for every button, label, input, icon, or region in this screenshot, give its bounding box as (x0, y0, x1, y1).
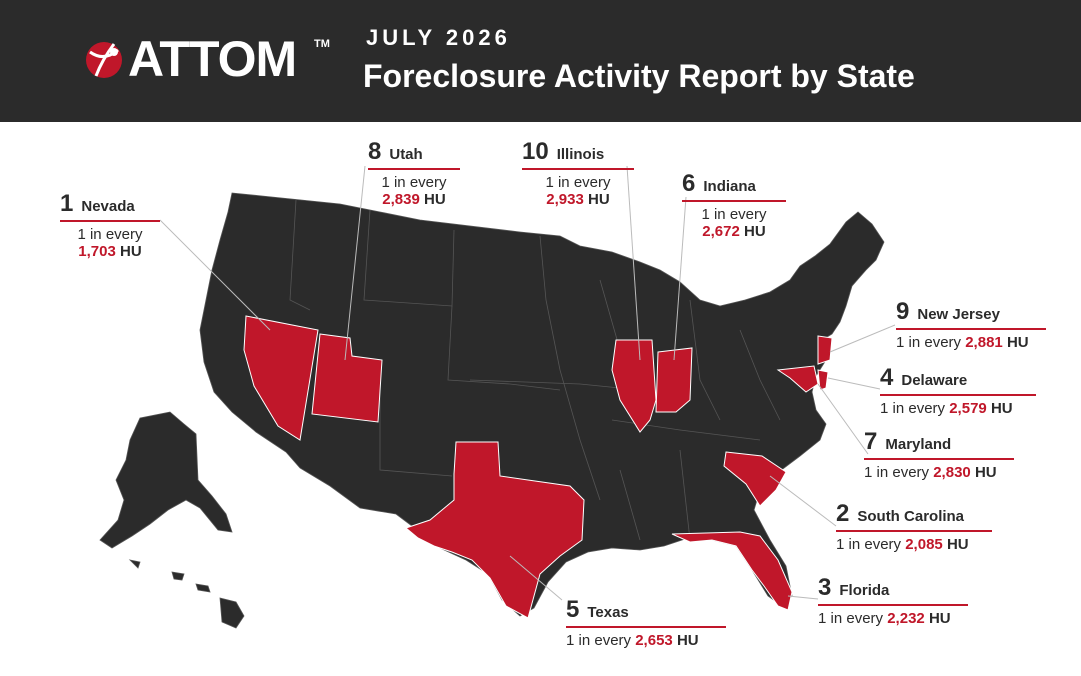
unit-label: HU (744, 223, 766, 240)
unit-label: HU (424, 191, 446, 208)
value-label: 2,232 (887, 610, 925, 627)
callout-delaware: 4 Delaware 1 in every 2,579 HU (880, 364, 1036, 417)
callout-texas: 5 Texas 1 in every 2,653 HU (566, 596, 726, 649)
callout-florida: 3 Florida 1 in every 2,232 HU (818, 574, 968, 627)
metric-label: 1 in every (880, 400, 946, 417)
logo-trademark: TM (314, 38, 330, 50)
hawaii (128, 559, 245, 629)
callout-nevada: 1 Nevada 1 in every 1,703 HU (60, 190, 160, 260)
state-label: New Jersey (917, 306, 1000, 323)
callout-new-jersey: 9 New Jersey 1 in every 2,881 HU (896, 298, 1046, 351)
state-label: Florida (839, 582, 890, 599)
state-label: Indiana (703, 178, 756, 195)
state-delaware (817, 369, 829, 391)
state-south-carolina (723, 451, 787, 507)
metric-label: 1 in every (381, 174, 447, 191)
state-label: Nevada (81, 198, 135, 215)
callout-illinois: 10 Illinois 1 in every 2,933 HU (522, 138, 634, 208)
value-label: 2,839 (382, 191, 420, 208)
state-new-jersey (817, 335, 833, 365)
callout-rule (864, 458, 1014, 460)
unit-label: HU (990, 400, 1013, 417)
metric-label: 1 in every (818, 610, 884, 627)
leader-lines (159, 165, 896, 601)
state-label: Delaware (901, 372, 968, 389)
state-maryland (776, 365, 819, 393)
alaska (99, 411, 233, 549)
callout-rule (880, 394, 1036, 396)
rank-label: 5 (566, 596, 580, 623)
state-illinois (611, 339, 657, 433)
metric-label: 1 in every (77, 226, 143, 243)
unit-label: HU (1006, 334, 1029, 351)
rank-label: 9 (896, 298, 910, 325)
value-label: 2,881 (965, 334, 1003, 351)
callout-rule (896, 328, 1046, 330)
unit-label: HU (946, 536, 969, 553)
callout-utah: 8 Utah 1 in every 2,839 HU (368, 138, 460, 208)
callout-rule (818, 604, 968, 606)
callout-indiana: 6 Indiana 1 in every 2,672 HU (682, 170, 786, 240)
rank-label: 6 (682, 170, 696, 197)
state-label: Utah (389, 146, 423, 163)
unit-label: HU (676, 632, 699, 649)
unit-label: HU (928, 610, 951, 627)
highlighted-states (243, 315, 833, 619)
state-label: Maryland (885, 436, 952, 453)
callout-rule (60, 220, 160, 222)
callout-rule (836, 530, 992, 532)
state-texas (404, 441, 585, 619)
callout-south-carolina: 2 South Carolina 1 in every 2,085 HU (836, 500, 992, 553)
unit-label: HU (588, 191, 610, 208)
metric-label: 1 in every (566, 632, 632, 649)
metric-label: 1 in every (836, 536, 902, 553)
state-florida (671, 531, 793, 611)
rank-label: 7 (864, 428, 878, 455)
callout-maryland: 7 Maryland 1 in every 2,830 HU (864, 428, 1014, 481)
callout-rule (522, 168, 634, 170)
unit-label: HU (974, 464, 997, 481)
metric-label: 1 in every (545, 174, 611, 191)
report-date: JULY 2026 (366, 25, 511, 50)
rank-label: 8 (368, 138, 382, 165)
value-label: 2,672 (702, 223, 740, 240)
us-map (99, 165, 896, 629)
callout-rule (368, 168, 460, 170)
unit-label: HU (120, 243, 142, 260)
state-label: Texas (587, 604, 629, 621)
logo-text: ATTOM (128, 31, 297, 87)
header-bar: ATTOM TM JULY 2026 Foreclosure Activity … (0, 0, 1081, 122)
rank-label: 10 (522, 138, 549, 165)
value-label: 2,933 (546, 191, 584, 208)
rank-label: 1 (60, 190, 74, 217)
value-label: 2,085 (905, 536, 943, 553)
state-indiana (655, 347, 693, 413)
state-utah (311, 333, 383, 423)
attom-globe-icon (86, 42, 122, 78)
page-title: Foreclosure Activity Report by State (363, 58, 915, 94)
attom-logo: ATTOM TM (84, 31, 334, 87)
state-label: South Carolina (857, 508, 965, 525)
value-label: 2,653 (635, 632, 673, 649)
rank-label: 3 (818, 574, 832, 601)
metric-label: 1 in every (864, 464, 930, 481)
state-label: Illinois (556, 146, 605, 163)
value-label: 2,579 (949, 400, 987, 417)
value-label: 2,830 (933, 464, 971, 481)
metric-label: 1 in every (701, 206, 767, 223)
callout-rule (682, 200, 786, 202)
state-nevada (243, 315, 319, 441)
callout-rule (566, 626, 726, 628)
value-label: 1,703 (78, 243, 116, 260)
rank-label: 2 (836, 500, 850, 527)
rank-label: 4 (880, 364, 894, 391)
metric-label: 1 in every (896, 334, 962, 351)
